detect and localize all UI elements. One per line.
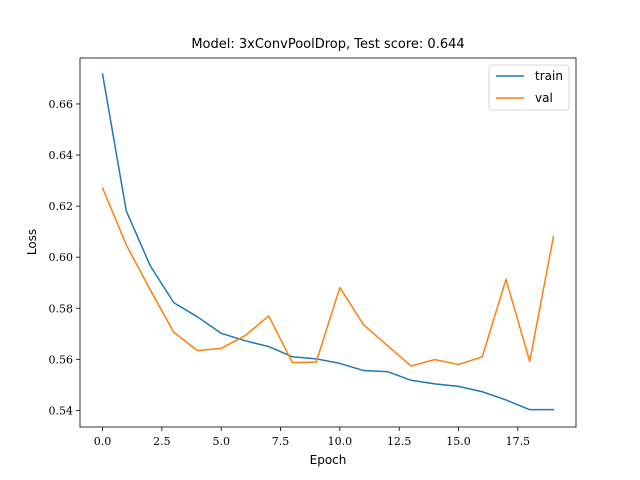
- y-tick-label: 0.58: [49, 302, 74, 315]
- x-tick-label: 2.5: [153, 435, 171, 448]
- y-tick-label: 0.54: [49, 404, 74, 417]
- x-axis-label: Epoch: [310, 453, 347, 467]
- y-tick-label: 0.60: [49, 251, 74, 264]
- series-lines: [101, 73, 555, 411]
- x-tick-label: 10.0: [328, 435, 353, 448]
- val-series-line: [101, 186, 555, 367]
- x-tick-label: 7.5: [272, 435, 290, 448]
- y-tick-label: 0.62: [49, 200, 74, 213]
- y-tick-label: 0.64: [49, 149, 74, 162]
- chart-title: Model: 3xConvPoolDrop, Test score: 0.644: [191, 37, 464, 52]
- legend: train val: [488, 64, 570, 111]
- axis-ticks: 0.0 2.5 5.0 7.5 10.0 12.5 15.0 17.5 0.54 0.56 0.58…: [49, 98, 531, 448]
- legend-val-label: val: [535, 91, 553, 105]
- x-tick-label: 17.5: [506, 435, 531, 448]
- x-tick-label: 0.0: [94, 435, 112, 448]
- x-tick-label: 15.0: [446, 435, 471, 448]
- x-tick-label: 5.0: [212, 435, 230, 448]
- x-tick-label: 12.5: [387, 435, 412, 448]
- legend-train-label: train: [535, 69, 563, 83]
- y-tick-label: 0.56: [49, 353, 74, 366]
- train-series-line: [101, 73, 555, 411]
- y-axis-label: Loss: [25, 229, 39, 255]
- y-tick-label: 0.66: [49, 98, 74, 111]
- plot-area-frame: [79, 57, 577, 428]
